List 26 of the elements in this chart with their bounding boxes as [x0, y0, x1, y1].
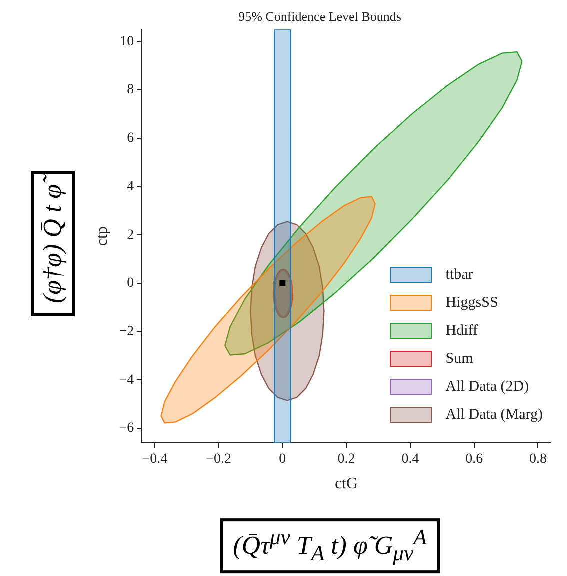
x-tick-label: 0.2 — [338, 452, 356, 468]
y-tick-label: 2 — [127, 228, 134, 243]
y-tick-label: 8 — [127, 82, 134, 98]
legend-label: ttbar — [446, 266, 474, 284]
text: (φ†φ) Q̄ t φ̃ — [31, 172, 75, 316]
legend-label: Hdiff — [446, 322, 478, 340]
y-tick-label: −6 — [119, 421, 134, 436]
legend-label: All Data (Marg) — [446, 406, 543, 424]
y-axis-title: ctp — [94, 226, 111, 246]
y-tick-label: −2 — [119, 324, 134, 340]
legend-label: All Data (2D) — [446, 378, 530, 396]
x-tick-label: 0 — [279, 452, 286, 468]
legend-label: Sum — [446, 350, 474, 368]
y-tick-label: 4 — [127, 179, 134, 194]
legend-label: HiggsSS — [446, 294, 498, 312]
x-axis-title: ctG — [334, 476, 359, 493]
y-tick-label: −4 — [119, 372, 134, 388]
x-tick-label: 0.6 — [466, 452, 484, 468]
x-tick-label: 0.4 — [402, 452, 420, 468]
y-tick-label: 10 — [120, 34, 134, 50]
chart-title: 95% Confidence Level Bounds — [238, 9, 402, 24]
x-tick-label: −0.2 — [206, 452, 232, 468]
x-tick-label: −0.4 — [142, 452, 168, 468]
y-tick-label: 6 — [127, 131, 134, 146]
y-tick-label: 0 — [127, 276, 134, 292]
x-tick-label: 0.8 — [529, 452, 547, 468]
